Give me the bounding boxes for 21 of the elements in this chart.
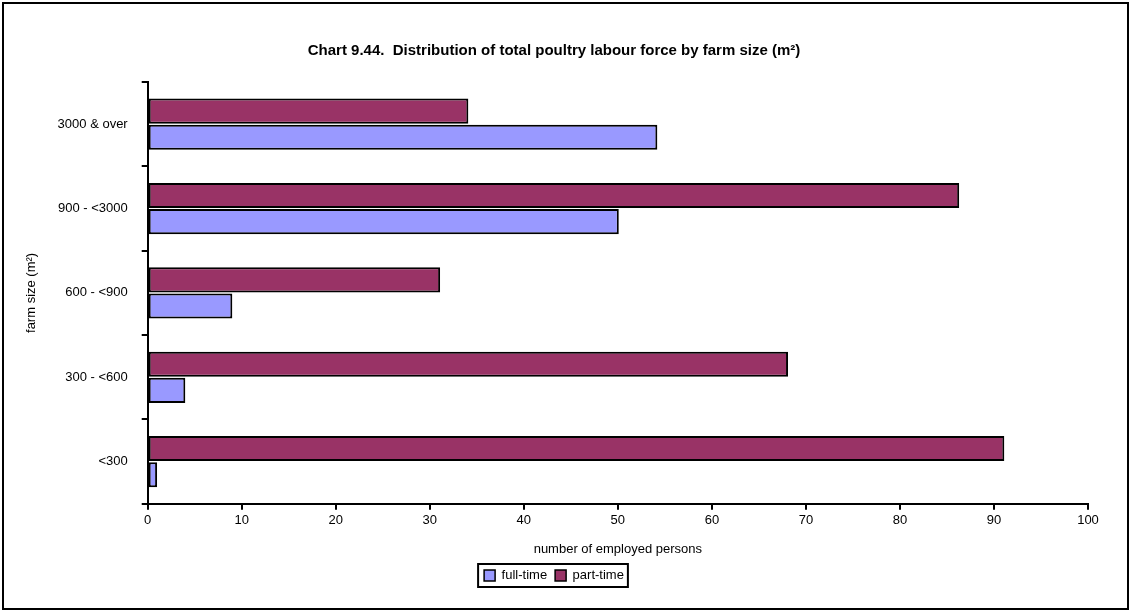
x-tick-label: 10 [234,512,249,528]
x-tick-label: 70 [798,512,814,528]
x-tick-label: 30 [422,512,438,528]
x-tick-label: 80 [892,512,908,528]
y-tick-label: 300 - <600 [65,368,128,384]
y-axis-title: farm size (m²) [23,252,39,333]
x-tick-label: 100 [1077,512,1099,528]
x-tick-label: 20 [328,512,343,528]
legend-label: part-time [572,567,624,583]
x-tick-label: 50 [610,512,626,528]
y-tick-label: <300 [98,453,128,469]
x-tick-label: 0 [144,512,152,528]
y-tick-label: 900 - <3000 [57,200,128,216]
y-tick-label: 3000 & over [57,115,129,131]
x-tick-label: 40 [516,512,532,528]
legend-label: full-time [501,567,548,583]
chart-title: Chart 9.44. Distribution of total poultry labour force by farm size (m²) [307,41,801,59]
x-tick-label: 90 [986,512,1002,528]
x-tick-label: 60 [704,512,720,528]
x-axis-title: number of employed persons [533,540,703,556]
y-tick-label: 600 - <900 [65,284,128,300]
